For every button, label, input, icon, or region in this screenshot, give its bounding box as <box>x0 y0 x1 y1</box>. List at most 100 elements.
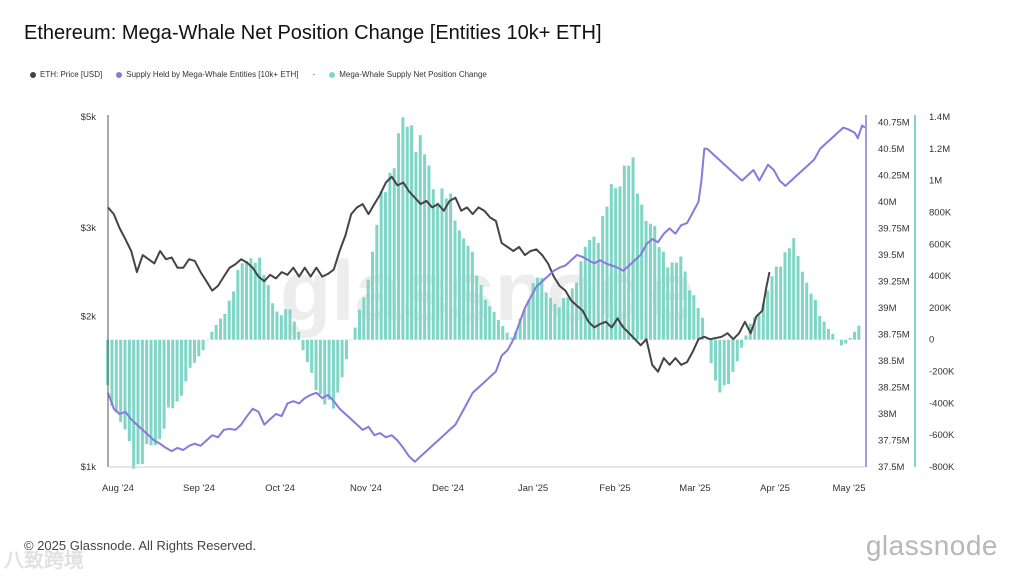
net-change-bar <box>753 317 757 340</box>
x-tick-label: Aug '24 <box>102 483 134 494</box>
net-change-bar <box>414 151 418 340</box>
net-change-bar <box>175 339 179 402</box>
net-change-bar <box>531 283 535 340</box>
change-tick-label: -800K <box>929 462 955 473</box>
chart-title: Ethereum: Mega-Whale Net Position Change… <box>24 22 602 44</box>
net-change-bar <box>223 313 227 340</box>
net-change-bar <box>210 331 214 340</box>
legend-item-net-change[interactable]: Mega-Whale Supply Net Position Change <box>329 70 487 79</box>
net-change-bar <box>744 335 748 340</box>
net-change-bar <box>774 266 778 340</box>
net-change-bar <box>835 339 839 341</box>
net-change-bar <box>562 297 566 340</box>
net-change-bar <box>826 328 830 340</box>
net-change-bar <box>153 339 157 445</box>
net-change-bar <box>687 290 691 340</box>
net-change-bar <box>297 331 301 340</box>
supply-line <box>107 124 866 463</box>
change-tick-label: 200K <box>929 303 952 314</box>
net-change-bar <box>674 262 678 340</box>
net-change-bar <box>792 238 796 340</box>
net-change-bar <box>271 303 275 340</box>
net-change-bar <box>149 339 153 446</box>
net-change-bar <box>683 271 687 340</box>
legend-item-supply[interactable]: Supply Held by Mega-Whale Entities [10k+… <box>116 70 299 79</box>
net-change-bar <box>496 319 500 340</box>
net-change-bar <box>800 271 804 340</box>
x-tick-label: Jan '25 <box>518 483 548 494</box>
net-change-bar <box>722 339 726 386</box>
net-change-bar <box>761 303 765 340</box>
net-change-bar <box>197 339 201 357</box>
net-change-bar <box>701 317 705 340</box>
net-change-bar <box>735 339 739 362</box>
net-change-bar <box>410 125 414 340</box>
net-change-bar <box>262 274 266 340</box>
supply-tick-label: 39.5M <box>878 250 904 261</box>
net-change-bar <box>696 307 700 340</box>
net-change-bar <box>249 258 253 340</box>
net-change-bar <box>171 339 175 409</box>
change-tick-label: -200K <box>929 367 955 378</box>
net-change-bar <box>566 297 570 340</box>
net-change-bar <box>392 168 396 340</box>
x-tick-label: Feb '25 <box>599 483 630 494</box>
supply-tick-label: 38.75M <box>878 329 910 340</box>
net-change-bar <box>796 255 800 340</box>
net-change-bar <box>288 309 292 340</box>
net-change-bar <box>362 297 366 340</box>
legend-price-label: ETH: Price [USD] <box>40 70 103 79</box>
net-change-bar <box>275 311 279 340</box>
net-change-bar <box>449 193 453 340</box>
net-change-bar <box>379 191 383 340</box>
net-change-bar <box>692 295 696 340</box>
net-change-bar <box>509 337 513 340</box>
x-tick-label: Mar '25 <box>679 483 710 494</box>
legend-net-change-label: Mega-Whale Supply Net Position Change <box>339 70 487 79</box>
net-change-bar <box>444 198 448 340</box>
net-change-bar <box>479 285 483 340</box>
net-change-bar <box>727 339 731 385</box>
net-change-bar <box>740 339 744 348</box>
legend-item-price[interactable]: ETH: Price [USD] <box>30 70 102 79</box>
legend-supply-label: Supply Held by Mega-Whale Entities [10k+… <box>126 70 299 79</box>
net-change-bar <box>401 117 405 340</box>
net-change-bar <box>314 339 318 390</box>
price-line <box>107 175 771 373</box>
net-change-bar <box>114 339 118 413</box>
net-change-bar <box>527 299 531 340</box>
change-tick-label: 1.2M <box>929 144 950 155</box>
net-change-bar <box>344 339 348 360</box>
change-tick-label: -400K <box>929 398 955 409</box>
net-change-bar <box>366 279 370 340</box>
change-tick-label: 800K <box>929 207 952 218</box>
stamp-text: 八致跨境 <box>4 550 84 572</box>
net-change-bar <box>405 126 409 340</box>
net-change-bar <box>492 312 496 340</box>
net-change-bar <box>232 291 236 340</box>
x-tick-label: Sep '24 <box>183 483 215 494</box>
net-change-bar <box>653 225 657 340</box>
legend-net-change-dot <box>329 71 336 78</box>
net-change-bar <box>388 172 392 340</box>
net-change-bar <box>553 303 557 340</box>
net-change-bar <box>292 321 296 340</box>
net-change-bar <box>618 186 622 340</box>
net-change-bar <box>627 165 631 340</box>
net-change-bar <box>614 188 618 340</box>
net-change-bar <box>192 339 196 363</box>
net-change-bar <box>470 251 474 340</box>
x-tick-label: Oct '24 <box>265 483 295 494</box>
supply-tick-label: 40.75M <box>878 117 910 128</box>
net-change-bar <box>709 339 713 364</box>
price-tick-label: $2k <box>81 311 97 322</box>
legend-separator: - <box>312 70 316 79</box>
net-change-bar <box>427 165 431 340</box>
net-change-bar <box>822 321 826 340</box>
net-change-bar <box>140 339 144 465</box>
net-change-bar <box>522 308 526 340</box>
net-change-bar <box>145 339 149 444</box>
net-change-bar <box>848 337 852 340</box>
x-tick-label: Nov '24 <box>350 483 382 494</box>
